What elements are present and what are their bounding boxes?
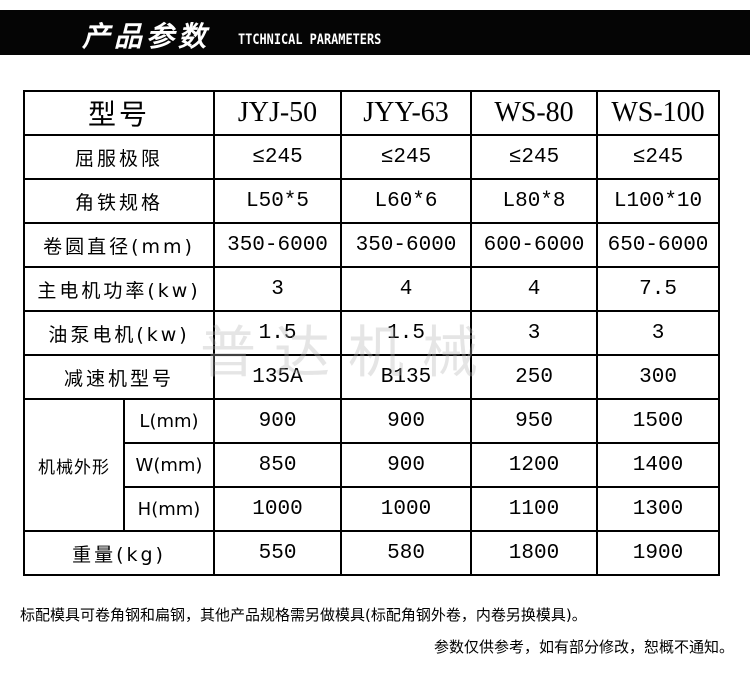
cell-value: 3 (213, 266, 343, 312)
cell-value: B135 (340, 354, 473, 400)
cell-value: ≤245 (213, 134, 343, 180)
dimensions-label: 机械外形 (23, 398, 125, 532)
row-label: 主电机功率(kw) (22, 266, 216, 312)
table-row: 屈服极限 ≤245 ≤245 ≤245 ≤245 (22, 134, 721, 180)
dimension-row: W(mm) 850 900 1200 1400 (24, 442, 721, 488)
table-row: 油泵电机(kw) 1.5 1.5 3 3 (22, 310, 721, 356)
cell-value: 7.5 (596, 266, 721, 312)
cell-value: 1300 (596, 486, 721, 532)
title-en: TTCHNICAL PARAMETERS (238, 32, 382, 48)
cell-value: 1800 (470, 530, 599, 576)
cell-value: 3 (470, 310, 599, 356)
cell-value: 300 (596, 354, 721, 400)
cell-value: 1200 (470, 442, 599, 488)
title-banner: 产品参数 TTCHNICAL PARAMETERS (0, 10, 750, 55)
dimension-row: 机械外形 L(mm) 900 900 950 1500 (23, 398, 721, 532)
row-label: 屈服极限 (22, 134, 216, 180)
cell-value: 350-6000 (340, 222, 473, 268)
cell-value: L100*10 (596, 178, 721, 224)
cell-value: 900 (340, 398, 473, 444)
header-row: 型号 JYJ-50 JYY-63 WS-80 WS-100 (22, 90, 721, 136)
cell-value: 1400 (596, 442, 721, 488)
cell-value: L60*6 (340, 178, 473, 224)
cell-value: ≤245 (470, 134, 599, 180)
model-name: JYJ-50 (213, 90, 343, 136)
cell-value: 1.5 (213, 310, 343, 356)
row-label: 角铁规格 (22, 178, 216, 224)
cell-value: 550 (213, 530, 343, 576)
model-name: WS-80 (470, 90, 599, 136)
dimension-label: L(mm) (122, 398, 216, 444)
cell-value: 1100 (470, 486, 599, 532)
model-name: JYY-63 (340, 90, 473, 136)
cell-value: 350-6000 (213, 222, 343, 268)
cell-value: 1900 (596, 530, 721, 576)
cell-value: 950 (470, 398, 599, 444)
cell-value: 135A (213, 354, 343, 400)
cell-value: 580 (340, 530, 473, 576)
row-label: 减速机型号 (22, 354, 216, 400)
cell-value: 600-6000 (470, 222, 599, 268)
weight-row: 重量(kg) 550 580 1800 1900 (22, 530, 721, 576)
title-cn: 产品参数 (82, 20, 211, 53)
cell-value: L80*8 (470, 178, 599, 224)
cell-value: 1.5 (340, 310, 473, 356)
table-row: 主电机功率(kw) 3 4 4 7.5 (22, 266, 721, 312)
cell-value: ≤245 (596, 134, 721, 180)
cell-value: 900 (213, 398, 343, 444)
cell-value: 850 (213, 442, 343, 488)
cell-value: 650-6000 (596, 222, 721, 268)
cell-value: 1000 (340, 486, 473, 532)
dimension-row: H(mm) 1000 1000 1100 1300 (24, 486, 721, 532)
note-molds: 标配模具可卷角钢和扁钢，其他产品规格需另做模具(标配角钢外卷，内卷另换模具)。 (20, 606, 587, 624)
dimension-label: H(mm) (122, 486, 216, 532)
cell-value: 1500 (596, 398, 721, 444)
cell-value: 3 (596, 310, 721, 356)
cell-value: 250 (470, 354, 599, 400)
row-label: 油泵电机(kw) (22, 310, 216, 356)
cell-value: L50*5 (213, 178, 343, 224)
note-disclaimer: 参数仅供参考，如有部分修改，恕概不通知。 (433, 638, 734, 656)
cell-value: ≤245 (340, 134, 473, 180)
parameters-table: 型号 JYJ-50 JYY-63 WS-80 WS-100 屈服极限 ≤245 ≤245 ≤24… (22, 90, 721, 576)
table-row: 角铁规格 L50*5 L60*6 L80*8 L100*10 (22, 178, 721, 224)
cell-value: 4 (470, 266, 599, 312)
row-label: 卷圆直径(mm) (22, 222, 216, 268)
table-row: 减速机型号 135A B135 250 300 (22, 354, 721, 400)
dimension-label: W(mm) (122, 442, 216, 488)
table-row: 卷圆直径(mm) 350-6000 350-6000 600-6000 650-6000 (22, 222, 721, 268)
model-name: WS-100 (596, 90, 721, 136)
row-label: 重量(kg) (22, 530, 216, 576)
cell-value: 4 (340, 266, 473, 312)
header-label: 型号 (22, 90, 216, 136)
cell-value: 1000 (213, 486, 343, 532)
cell-value: 900 (340, 442, 473, 488)
